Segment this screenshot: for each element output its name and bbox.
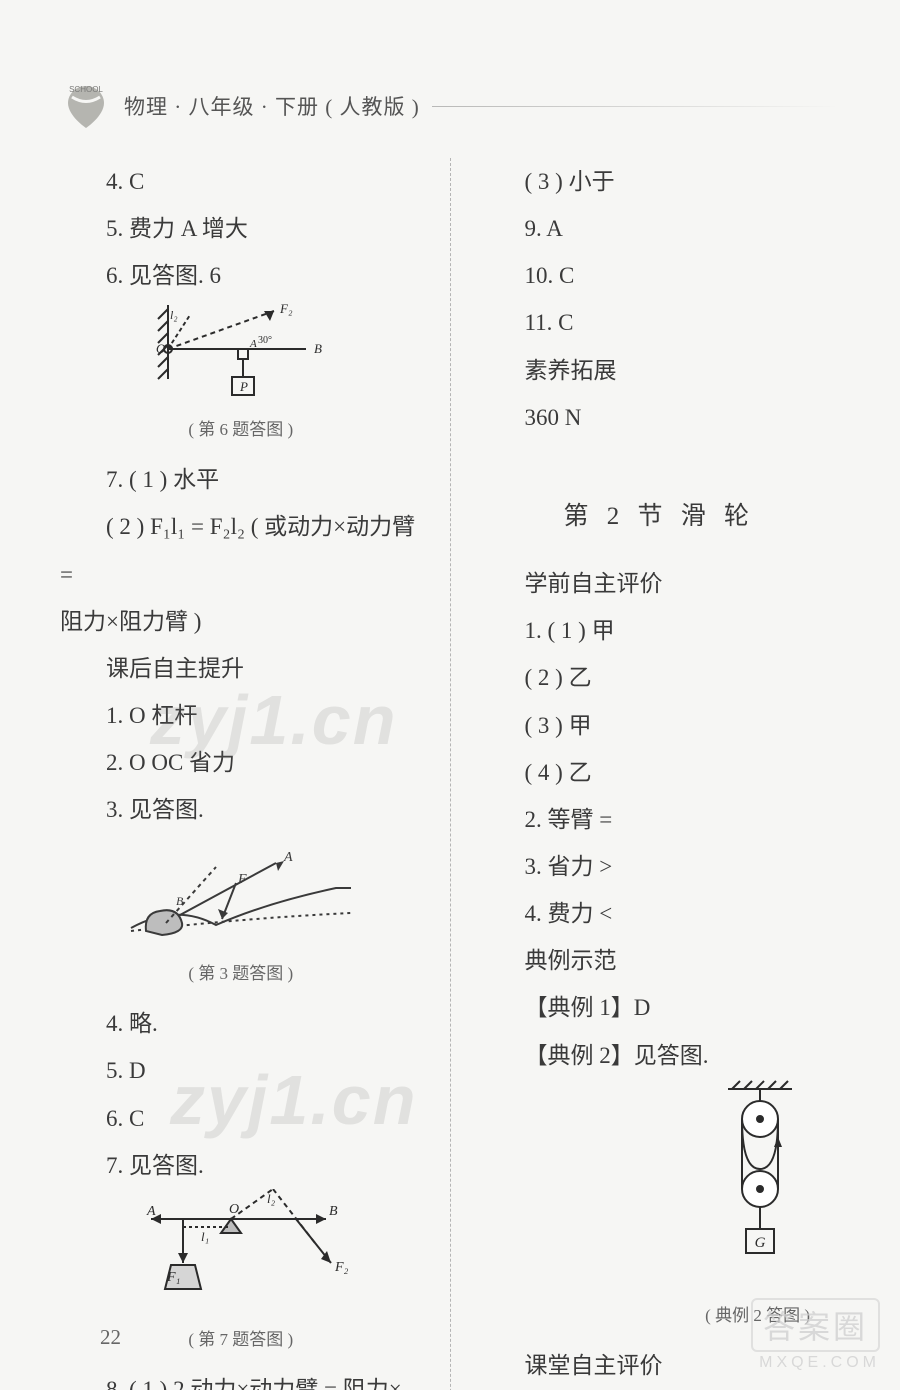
example-heading: 典例示范 bbox=[479, 937, 841, 984]
after-3: 3. 见答图. bbox=[60, 786, 422, 833]
svg-text:A: A bbox=[283, 850, 293, 865]
pre-4: 4. 费力 < bbox=[479, 890, 841, 937]
figure-q7: A B O F₁ F₂ l₁ l₂ bbox=[121, 1189, 361, 1319]
figure-q3-caption: ( 第 3 题答图 ) bbox=[60, 957, 422, 992]
ans-7-2b: 阻力×阻力臂 ) bbox=[60, 598, 422, 645]
svg-text:F₂: F₂ bbox=[279, 301, 293, 316]
after-5: 5. D bbox=[60, 1047, 422, 1094]
after-1: 1. O 杠杆 bbox=[60, 692, 422, 739]
pre-1-4: ( 4 ) 乙 bbox=[479, 749, 841, 796]
svg-text:B: B bbox=[329, 1204, 338, 1219]
after-8-1a: 8. ( 1 ) 2 动力×动力臂 = 阻力× bbox=[60, 1366, 422, 1390]
page: SCHOOL 物理 · 八年级 · 下册 ( 人教版 ) 4. C 5. 费力 … bbox=[60, 80, 840, 1390]
svg-text:A: A bbox=[249, 338, 257, 350]
two-column-layout: 4. C 5. 费力 A 增大 6. 见答图. 6 bbox=[60, 158, 840, 1390]
ans-6: 6. 见答图. 6 bbox=[60, 252, 422, 299]
watermark-sub: MXQE.COM bbox=[751, 1354, 880, 1372]
pre-3: 3. 省力 > bbox=[479, 843, 841, 890]
svg-text:A: A bbox=[146, 1204, 156, 1219]
ans-7-2a: ( 2 ) F₁l₁ = F₂l₂ ( 或动力×动力臂 = bbox=[60, 503, 422, 597]
svg-text:l₂: l₂ bbox=[267, 1191, 276, 1206]
ans-4: 4. C bbox=[60, 158, 422, 205]
ext-answer: 360 N bbox=[479, 394, 841, 441]
pre-heading: 学前自主评价 bbox=[479, 560, 841, 607]
svg-text:30°: 30° bbox=[258, 335, 272, 346]
r-10: 10. C bbox=[479, 252, 841, 299]
left-column: 4. C 5. 费力 A 增大 6. 见答图. 6 bbox=[60, 158, 422, 1390]
school-logo-icon: SCHOOL bbox=[60, 80, 112, 132]
svg-text:F₂: F₂ bbox=[334, 1260, 349, 1275]
column-divider bbox=[450, 158, 451, 1390]
page-number: 22 bbox=[100, 1325, 121, 1350]
ans-5: 5. 费力 A 增大 bbox=[60, 205, 422, 252]
pre-1-1: 1. ( 1 ) 甲 bbox=[479, 607, 841, 654]
ext-heading: 素养拓展 bbox=[479, 347, 841, 394]
r-9: 9. A bbox=[479, 205, 841, 252]
page-header: SCHOOL 物理 · 八年级 · 下册 ( 人教版 ) bbox=[60, 80, 840, 132]
ans-7-1: 7. ( 1 ) 水平 bbox=[60, 456, 422, 503]
svg-text:l₂: l₂ bbox=[170, 308, 178, 322]
svg-text:F: F bbox=[237, 872, 247, 887]
right-column: ( 3 ) 小于 9. A 10. C 11. C 素养拓展 360 N 第 2… bbox=[479, 158, 841, 1390]
after-7: 7. 见答图. bbox=[60, 1142, 422, 1189]
logo-text: SCHOOL bbox=[69, 85, 103, 94]
after-6: 6. C bbox=[60, 1095, 422, 1142]
pre-2: 2. 等臂 = bbox=[479, 796, 841, 843]
figure-ex2-wrap: G bbox=[479, 1079, 841, 1295]
svg-text:B: B bbox=[176, 894, 184, 908]
svg-text:B: B bbox=[314, 341, 322, 356]
r-3: ( 3 ) 小于 bbox=[479, 158, 841, 205]
figure-ex2: G bbox=[720, 1079, 800, 1279]
figure-q3: A F B bbox=[126, 833, 356, 953]
watermark-brand: 答案圈 MXQE.COM bbox=[751, 1298, 880, 1372]
after-2: 2. O OC 省力 bbox=[60, 739, 422, 786]
header-title: 物理 · 八年级 · 下册 ( 人教版 ) bbox=[124, 91, 420, 121]
example-2: 【典例 2】见答图. bbox=[479, 1032, 841, 1079]
svg-text:O: O bbox=[156, 341, 166, 356]
svg-text:F₁: F₁ bbox=[166, 1270, 180, 1285]
figure-q6-caption: ( 第 6 题答图 ) bbox=[60, 413, 422, 448]
svg-text:P: P bbox=[239, 379, 248, 394]
header-rule bbox=[432, 106, 840, 107]
svg-text:O: O bbox=[229, 1202, 239, 1217]
section-2-title: 第 2 节 滑 轮 bbox=[479, 491, 841, 542]
svg-text:l₁: l₁ bbox=[201, 1229, 209, 1244]
example-1: 【典例 1】D bbox=[479, 984, 841, 1031]
pre-1-2: ( 2 ) 乙 bbox=[479, 654, 841, 701]
spacer bbox=[479, 441, 841, 477]
pre-1-3: ( 3 ) 甲 bbox=[479, 702, 841, 749]
figure-q6: P B A 30° F₂ l₂ O bbox=[146, 299, 336, 409]
r-11: 11. C bbox=[479, 299, 841, 346]
watermark-box: 答案圈 bbox=[751, 1298, 880, 1352]
after-class-heading: 课后自主提升 bbox=[60, 645, 422, 692]
after-4: 4. 略. bbox=[60, 1000, 422, 1047]
svg-text:G: G bbox=[755, 1235, 766, 1251]
